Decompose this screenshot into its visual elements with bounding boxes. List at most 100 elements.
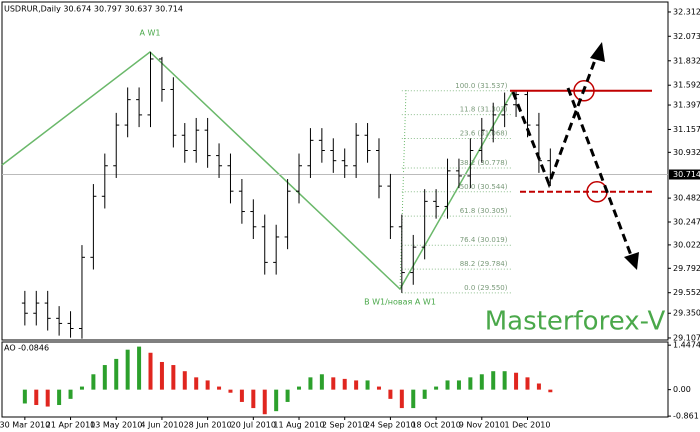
x-tick-label: 28 Jun 2010 [184, 421, 232, 430]
ao-bar [319, 374, 324, 390]
ao-bar [548, 389, 553, 393]
x-tick-label: 13 May 2010 [90, 421, 142, 430]
ao-bar [411, 389, 416, 409]
y-tick-label: 32.073 [673, 32, 700, 41]
ao-bar [114, 358, 119, 390]
ao-bar [297, 386, 302, 390]
ao-bar [456, 380, 461, 390]
ao-bar [91, 374, 96, 390]
y-tick-label: 29.350 [673, 309, 700, 318]
ao-title: AO -0.0846 [4, 344, 49, 353]
price-tag [669, 169, 700, 180]
fib-label: 88.2 (29.784) [460, 260, 508, 268]
ao-bar [479, 374, 484, 390]
ao-bar [171, 365, 176, 390]
ao-bar [399, 389, 404, 409]
ao-bar [68, 389, 73, 399]
ao-bar [285, 389, 290, 402]
ao-bar [388, 389, 393, 399]
x-tick-label: 9 Nov 2010 [459, 421, 505, 430]
ao-bar [194, 377, 199, 390]
ao-bar [445, 380, 450, 390]
ao-bar [274, 389, 279, 412]
y-tick-label: 30.482 [673, 194, 700, 203]
fib-label: 38.2 (30.778) [460, 159, 508, 167]
ao-bar [182, 371, 187, 390]
fib-label: 23.6 (31.068) [460, 130, 508, 138]
ao-bar [217, 386, 222, 390]
ao-bar [57, 389, 62, 406]
wave-label: A W1 [139, 29, 160, 38]
ao-bar [148, 352, 153, 390]
target-circle [573, 80, 595, 102]
x-tick-label: 18 Oct 2010 [411, 421, 460, 430]
y-tick-label: 32.312 [673, 7, 700, 16]
ao-bar [502, 371, 507, 390]
ao-bar [251, 389, 256, 409]
y-tick-label: -0.861 [673, 412, 699, 421]
x-tick-label: 30 Mar 2010 [0, 421, 50, 430]
arrow-head [624, 252, 639, 270]
y-tick-label: 29.552 [673, 288, 700, 297]
price-panel [1, 1, 669, 341]
ao-bar [45, 389, 50, 407]
y-tick-label: 30.247 [673, 218, 700, 227]
x-tick-label: 1 Dec 2010 [504, 421, 550, 430]
ao-bar [376, 386, 381, 390]
fib-label: 76.4 (30.019) [460, 236, 508, 244]
overlay [510, 42, 654, 270]
ao-bar [79, 386, 84, 390]
x-tick-label: 21 Apr 2010 [46, 421, 95, 430]
ao-bar [228, 389, 233, 393]
y-tick-label: 31.157 [673, 125, 700, 134]
ao-bar [331, 377, 336, 390]
fib-label: 11.8 (31.303) [460, 106, 508, 114]
x-tick-label: 24 Sep 2010 [365, 421, 416, 430]
ao-bar [468, 377, 473, 390]
y-tick-label: 30.022 [673, 240, 700, 249]
fib-label: 100.0 (31.537) [455, 82, 507, 90]
ao-bar [434, 386, 439, 390]
fib-label: 61.8 (30.305) [460, 207, 508, 215]
fib-label: 0.0 (29.550) [464, 284, 508, 292]
y-tick-label: 29.107 [673, 333, 700, 342]
ao-bar [525, 377, 530, 390]
ao-bar [422, 389, 427, 399]
forecast-path [511, 51, 600, 189]
brand: Masterforex-V [485, 307, 666, 337]
ao-bar [22, 389, 27, 404]
arrow-head [590, 42, 605, 62]
price-tag-label: 30.714 [673, 170, 700, 179]
ao-bar [159, 361, 164, 390]
x-tick-label: 4 Jun 2010 [140, 421, 183, 430]
ao-bar [34, 389, 39, 406]
ao-bar [205, 380, 210, 390]
y-tick-label: 0.00 [673, 385, 691, 394]
ao-bar [308, 377, 313, 390]
x-tick-label: 20 Jul 2010 [231, 421, 276, 430]
price-title: USDRUR,Daily 30.674 30.797 30.637 30.714 [4, 5, 183, 14]
ao-bar [102, 365, 107, 390]
y-tick-label: 31.397 [673, 101, 700, 110]
ao-bar [125, 349, 130, 390]
x-tick-label: 2 Sep 2010 [322, 421, 368, 430]
forecast-path [566, 87, 634, 259]
ao-bar [514, 372, 519, 390]
wave-line [1, 51, 514, 291]
fib-trend [399, 89, 407, 290]
ao-bar [137, 346, 142, 390]
ao-bar [491, 371, 496, 390]
ao-bar [536, 383, 541, 390]
ao-bar [262, 389, 267, 415]
y-tick-label: 29.792 [673, 264, 700, 273]
ao-bar [342, 378, 347, 390]
y-tick-label: 31.592 [673, 81, 700, 90]
y-tick-label: 31.832 [673, 56, 700, 65]
wave-label: B W1/новая A W1 [364, 298, 436, 307]
ao-bar [239, 389, 244, 402]
y-tick-label: 1.4474 [673, 341, 700, 350]
x-tick-label: 11 Aug 2010 [273, 421, 324, 430]
ao-bar [354, 380, 359, 390]
